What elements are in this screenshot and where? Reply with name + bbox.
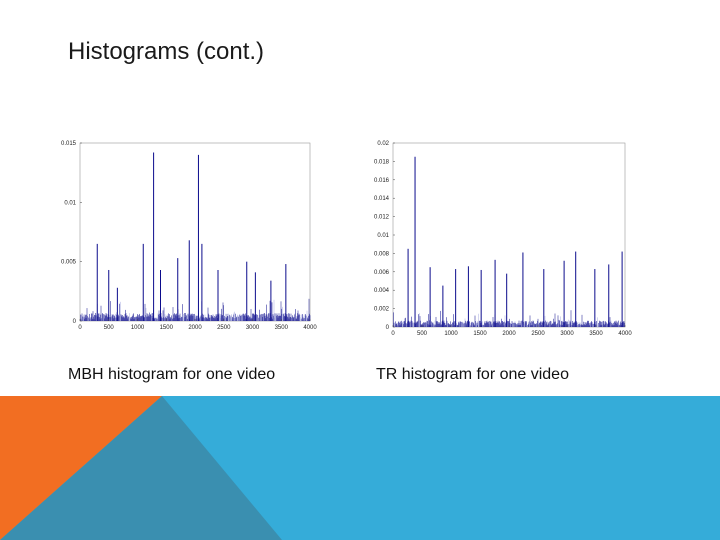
x-tick-label: 3000 bbox=[246, 325, 260, 331]
x-tick-label: 2000 bbox=[502, 331, 516, 337]
x-tick-label: 2500 bbox=[217, 325, 231, 331]
slide-title: Histograms (cont.) bbox=[68, 38, 265, 65]
x-tick-label: 0 bbox=[391, 331, 395, 337]
plot-area bbox=[392, 142, 626, 328]
y-tick-label: 0.014 bbox=[374, 196, 390, 202]
y-tick-label: 0.018 bbox=[374, 159, 390, 165]
y-tick-label: 0.01 bbox=[64, 200, 76, 206]
y-tick-label: 0.012 bbox=[374, 215, 390, 221]
x-tick-label: 500 bbox=[417, 331, 428, 337]
x-tick-label: 3000 bbox=[560, 331, 574, 337]
noise-bars bbox=[393, 310, 625, 327]
mbh-caption: MBH histogram for one video bbox=[68, 366, 276, 383]
y-tick-label: 0 bbox=[386, 325, 390, 331]
mbh-histogram-chart: 0 500 1000 1500 2000 2500 3000 3500 4000 0 0.005 0.… bbox=[55, 135, 325, 335]
x-tick-label: 1000 bbox=[131, 325, 145, 331]
y-tick-label: 0.002 bbox=[374, 307, 390, 313]
mbh-histogram-svg: 0 500 1000 1500 2000 2500 3000 3500 4000 0 0.005 0.… bbox=[61, 141, 317, 331]
x-tick-label: 1500 bbox=[473, 331, 487, 337]
tr-histogram-chart: 0 500 1000 1500 2000 2500 3000 3500 4000 0 0.002 0.… bbox=[365, 135, 645, 341]
plot-area bbox=[79, 142, 311, 322]
x-tick-label: 500 bbox=[104, 325, 115, 331]
y-tick-label: 0.005 bbox=[61, 260, 77, 266]
tr-histogram-svg: 0 500 1000 1500 2000 2500 3000 3500 4000 0 0.002 0.… bbox=[374, 141, 632, 337]
x-tick-label: 3500 bbox=[275, 325, 289, 331]
x-tick-label: 3500 bbox=[589, 331, 603, 337]
y-tick-label: 0.01 bbox=[377, 233, 389, 239]
noise-bars bbox=[80, 298, 311, 321]
y-tick-label: 0.02 bbox=[377, 141, 389, 147]
x-tick-label: 1500 bbox=[160, 325, 174, 331]
x-tick-label: 4000 bbox=[618, 331, 632, 337]
y-tick-label: 0 bbox=[73, 319, 77, 325]
x-tick-label: 0 bbox=[78, 325, 82, 331]
y-tick-label: 0.016 bbox=[374, 178, 390, 184]
y-tick-label: 0.006 bbox=[374, 270, 390, 276]
y-tick-label: 0.008 bbox=[374, 251, 390, 257]
y-tick-label: 0.004 bbox=[374, 288, 390, 294]
tr-caption: TR histogram for one video bbox=[376, 366, 569, 383]
x-tick-label: 1000 bbox=[444, 331, 458, 337]
x-tick-label: 2500 bbox=[531, 331, 545, 337]
y-tick-label: 0.015 bbox=[61, 141, 77, 147]
decorative-band bbox=[0, 396, 720, 540]
x-tick-label: 4000 bbox=[303, 325, 317, 331]
x-tick-label: 2000 bbox=[188, 325, 202, 331]
teal-triangle bbox=[0, 396, 282, 540]
